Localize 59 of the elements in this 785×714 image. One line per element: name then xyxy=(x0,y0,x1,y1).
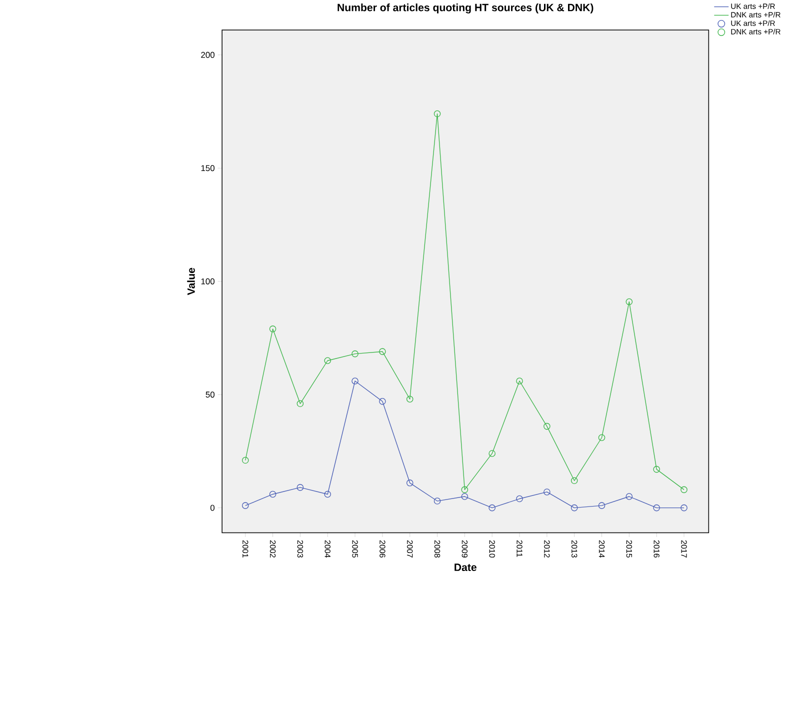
x-tick-label: 2013 xyxy=(572,540,578,558)
y-axis-title: Value xyxy=(187,268,195,296)
point xyxy=(461,486,468,494)
x-tick-label: 2003 xyxy=(297,540,304,558)
point xyxy=(544,422,550,430)
x-tick-label: 2014 xyxy=(598,540,605,558)
chart-title: Number of articles quoting HT sources (UK & DNK) xyxy=(338,4,594,14)
point xyxy=(570,504,578,512)
point xyxy=(626,493,633,500)
x-tick-label: 2002 xyxy=(270,540,276,558)
y-tick-label: 50 xyxy=(206,392,214,398)
x-tick-label: 2001 xyxy=(242,540,248,558)
point xyxy=(461,493,468,500)
point xyxy=(516,495,523,502)
x-tick-label: 2007 xyxy=(407,540,413,558)
point xyxy=(516,378,523,384)
point xyxy=(488,450,496,457)
point xyxy=(352,350,358,358)
x-tick-label: 2008 xyxy=(434,540,440,558)
point xyxy=(296,400,304,408)
point xyxy=(242,456,249,464)
point xyxy=(406,396,414,403)
point xyxy=(269,490,276,498)
x-tick-label: 2017 xyxy=(681,540,687,558)
point xyxy=(680,486,688,494)
y-tick-label: 0 xyxy=(210,504,214,511)
point xyxy=(379,398,386,405)
point xyxy=(680,504,688,512)
point xyxy=(242,502,249,510)
x-tick-label: 2011 xyxy=(516,540,522,557)
x-tick-label: 2016 xyxy=(654,540,660,558)
point xyxy=(598,502,606,510)
x-axis-title: Date xyxy=(454,564,476,572)
x-tick-label: 2015 xyxy=(626,540,632,558)
point xyxy=(653,504,660,512)
point xyxy=(269,326,276,332)
y-tick-label: 150 xyxy=(201,165,214,172)
x-tick-label: 2012 xyxy=(544,540,550,558)
point xyxy=(406,480,414,486)
x-tick-label: 2009 xyxy=(462,540,468,558)
x-tick-label: 2005 xyxy=(352,540,358,558)
point xyxy=(324,490,332,498)
x-tick-label: 2010 xyxy=(489,540,495,558)
point xyxy=(653,466,660,473)
point xyxy=(352,378,358,384)
y-tick-label: 200 xyxy=(201,52,214,58)
point xyxy=(434,498,441,504)
y-tick-label: 100 xyxy=(201,278,214,284)
point xyxy=(570,477,578,484)
point xyxy=(598,434,606,442)
x-tick-label: 2004 xyxy=(324,540,330,558)
point xyxy=(626,298,633,306)
point xyxy=(434,110,441,118)
point xyxy=(296,484,304,491)
point xyxy=(488,504,496,512)
point xyxy=(544,488,550,496)
point xyxy=(379,348,386,356)
x-tick-label: 2006 xyxy=(380,540,386,558)
point xyxy=(324,357,332,364)
